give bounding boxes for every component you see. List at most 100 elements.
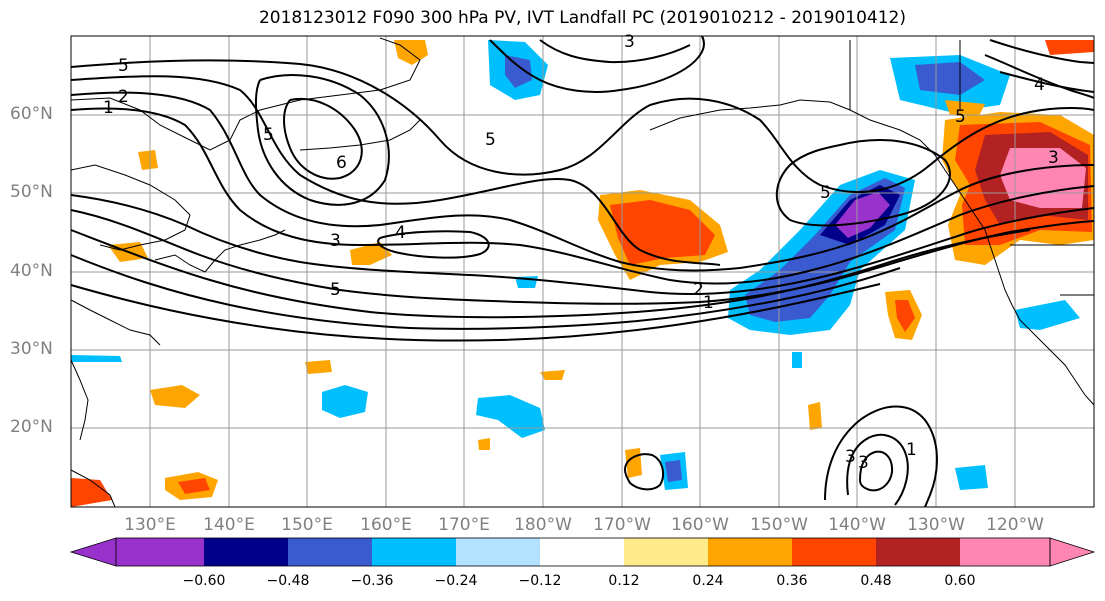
contour-line xyxy=(984,54,1095,99)
map-title: 2018123012 F090 300 hPa PV, IVT Landfall… xyxy=(258,8,906,28)
contour-label: 4 xyxy=(395,223,406,243)
shade-positive xyxy=(350,242,392,265)
contour-label: 3 xyxy=(624,32,635,52)
contour-label: 2 xyxy=(118,87,129,107)
contour-line xyxy=(70,194,1095,295)
lon-label: 130°E xyxy=(124,515,176,535)
colorbar-bin xyxy=(372,538,456,566)
contour-line xyxy=(283,97,363,180)
colorbar-bin xyxy=(876,538,960,566)
contour-label: 2 xyxy=(693,280,704,300)
lon-label: 140°W xyxy=(828,515,886,535)
contour-line xyxy=(70,254,901,330)
shade-negative xyxy=(322,385,368,418)
contour-line xyxy=(70,91,1095,272)
contour-line xyxy=(775,139,951,227)
contour-label: 5 xyxy=(118,56,129,76)
contour-label: 5 xyxy=(820,183,831,203)
contour-line xyxy=(999,71,1095,93)
contour-label: 3 xyxy=(330,231,341,251)
contour-lines xyxy=(70,35,1095,508)
contour-line xyxy=(377,230,490,259)
colorbar-bin xyxy=(204,538,288,566)
shade-negative xyxy=(835,192,890,238)
colorbar-extend-right xyxy=(1049,537,1096,567)
colorbar xyxy=(69,537,1096,567)
contour-line xyxy=(824,405,938,508)
contour-labels: 5 2 1 5 6 5 3 4 5 3 4 3 5 5 2 1 3 3 1 xyxy=(103,32,1059,473)
coastlines xyxy=(70,37,1095,508)
shade-negative xyxy=(476,395,545,438)
shade-negative xyxy=(665,460,682,482)
contour-label: 5 xyxy=(485,130,496,150)
shade-positive xyxy=(178,478,210,494)
colorbar-bin xyxy=(456,538,540,566)
shade-positive xyxy=(305,360,332,374)
colorbar-outline xyxy=(115,537,1051,567)
contour-line xyxy=(859,450,894,492)
gridlines xyxy=(71,36,1094,507)
contour-label: 4 xyxy=(1034,75,1045,95)
contour-line xyxy=(70,229,1031,319)
colorbar-bin xyxy=(960,538,1050,566)
colorbar-bin xyxy=(540,538,624,566)
lon-label: 180°W xyxy=(514,515,572,535)
shade-positive xyxy=(1045,40,1094,55)
lon-label: 160°W xyxy=(671,515,729,535)
contour-label: 1 xyxy=(906,440,917,460)
shade-positive xyxy=(478,438,490,450)
lat-label: 30°N xyxy=(10,339,53,359)
contour-line xyxy=(70,59,1095,194)
lon-label: 140°E xyxy=(203,515,255,535)
contour-line xyxy=(254,74,390,206)
contour-line xyxy=(539,39,691,64)
shade-negative xyxy=(1015,300,1080,330)
colorbar-extend-left xyxy=(69,537,117,567)
contour-line xyxy=(846,433,909,506)
colorbar-bin xyxy=(792,538,876,566)
shade-positive xyxy=(808,402,822,430)
contour-line xyxy=(70,283,881,342)
colorbar-tick-label: 0.36 xyxy=(776,573,808,589)
colorbar-tick-label: 0.60 xyxy=(944,573,976,589)
contour-label: 1 xyxy=(103,98,114,118)
colorbar-bin xyxy=(708,538,792,566)
lon-label: 160°E xyxy=(360,515,412,535)
colorbar-tick-label: 0.12 xyxy=(608,573,640,589)
map-frame xyxy=(70,35,1095,508)
lon-label: 120°W xyxy=(986,515,1044,535)
colorbar-bin xyxy=(288,538,372,566)
colorbar-bin xyxy=(624,538,708,566)
shade-negative xyxy=(955,465,988,490)
colorbar-tick-label: 0.24 xyxy=(692,573,724,589)
colorbar-tick-label: −0.12 xyxy=(518,573,562,589)
contour-label: 3 xyxy=(845,447,856,467)
colorbar-tick-label: −0.60 xyxy=(182,573,226,589)
lat-label: 40°N xyxy=(10,261,53,281)
lon-label: 150°E xyxy=(281,515,333,535)
contour-label: 3 xyxy=(858,453,869,473)
shade-positive xyxy=(610,200,715,265)
colorbar-tick-label: −0.36 xyxy=(350,573,394,589)
contour-label: 5 xyxy=(330,280,341,300)
contour-line xyxy=(489,35,706,93)
colorbar-bin xyxy=(116,538,204,566)
colorbar-tick-label: −0.48 xyxy=(266,573,310,589)
shade-positive xyxy=(895,300,915,332)
contour-label: 6 xyxy=(336,153,347,173)
lon-label: 170°W xyxy=(593,515,651,535)
contour-line xyxy=(624,453,665,491)
contour-label: 3 xyxy=(1048,148,1059,168)
lat-label: 50°N xyxy=(10,182,53,202)
lon-label: 130°W xyxy=(907,515,965,535)
lon-label: 150°W xyxy=(750,515,808,535)
colorbar-tick-label: −0.24 xyxy=(434,573,478,589)
shade-positive xyxy=(138,150,158,170)
contour-line xyxy=(70,75,721,266)
shade-positive xyxy=(945,100,985,118)
lat-label: 20°N xyxy=(10,417,53,437)
shade-positive xyxy=(71,478,112,507)
contour-label: 1 xyxy=(703,293,714,313)
shade-negative xyxy=(71,355,122,362)
